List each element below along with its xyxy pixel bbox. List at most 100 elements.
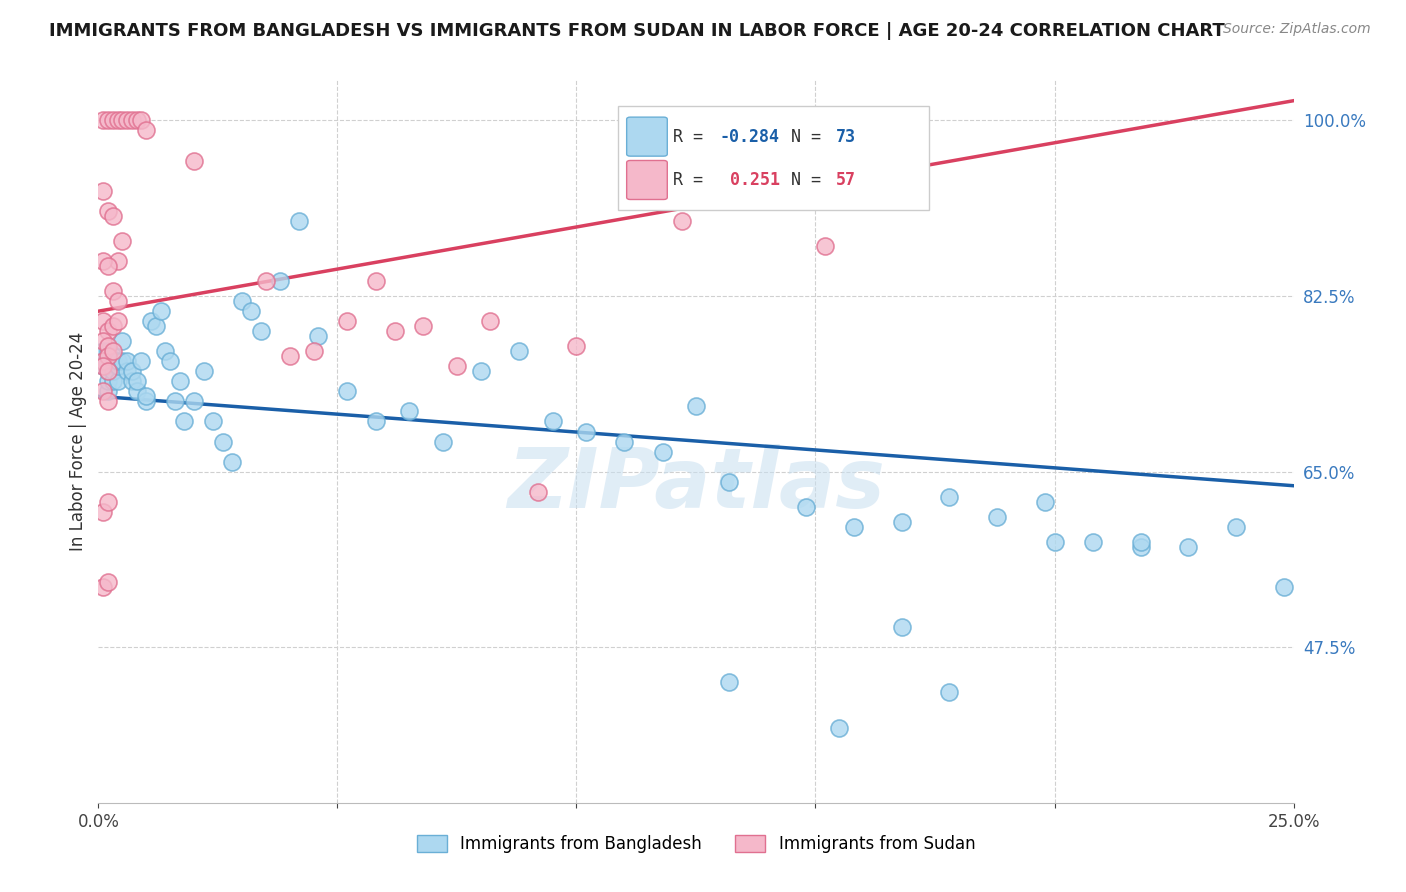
Point bbox=[890, 620, 912, 634]
Point bbox=[814, 239, 837, 253]
Point bbox=[159, 354, 181, 368]
Point bbox=[107, 354, 129, 368]
Point bbox=[91, 113, 114, 128]
Point bbox=[842, 520, 865, 534]
Point bbox=[938, 685, 960, 699]
Point bbox=[131, 354, 153, 368]
Point bbox=[173, 414, 195, 428]
Point bbox=[508, 344, 530, 359]
Point bbox=[101, 319, 124, 334]
Point bbox=[565, 339, 588, 353]
Point bbox=[97, 574, 120, 589]
Point bbox=[91, 580, 114, 594]
Point bbox=[91, 314, 114, 328]
Point bbox=[541, 414, 564, 428]
FancyBboxPatch shape bbox=[627, 161, 668, 200]
Point bbox=[107, 314, 129, 328]
Point bbox=[131, 113, 153, 128]
Point bbox=[671, 213, 693, 227]
Point bbox=[107, 113, 129, 128]
Point bbox=[986, 509, 1008, 524]
Point bbox=[446, 359, 468, 374]
Point bbox=[135, 394, 157, 409]
Point bbox=[183, 153, 205, 168]
Point bbox=[336, 314, 359, 328]
Point bbox=[107, 253, 129, 268]
Point bbox=[101, 113, 124, 128]
Point bbox=[91, 359, 114, 374]
Point bbox=[101, 209, 124, 223]
Point bbox=[97, 394, 120, 409]
Point bbox=[828, 721, 851, 735]
Point bbox=[231, 293, 253, 308]
Point bbox=[125, 384, 148, 399]
Point bbox=[97, 324, 120, 338]
FancyBboxPatch shape bbox=[627, 117, 668, 156]
Point bbox=[163, 394, 186, 409]
Point bbox=[432, 434, 454, 449]
Point bbox=[221, 454, 243, 469]
Point bbox=[91, 344, 114, 359]
Point bbox=[139, 314, 162, 328]
Point bbox=[169, 375, 191, 389]
Point bbox=[101, 344, 124, 359]
Point bbox=[111, 354, 134, 368]
Point bbox=[107, 293, 129, 308]
Text: N =: N = bbox=[772, 171, 831, 189]
Point bbox=[288, 213, 311, 227]
Point bbox=[685, 400, 707, 414]
Point bbox=[101, 354, 124, 368]
Point bbox=[651, 444, 673, 458]
Point bbox=[115, 113, 138, 128]
Point bbox=[97, 203, 120, 218]
Point bbox=[107, 375, 129, 389]
Point bbox=[91, 184, 114, 198]
Point bbox=[97, 364, 120, 378]
Point bbox=[202, 414, 225, 428]
Point bbox=[613, 434, 636, 449]
Point bbox=[1225, 520, 1247, 534]
Point bbox=[107, 359, 129, 374]
Point bbox=[278, 349, 301, 363]
Point bbox=[155, 344, 177, 359]
Point bbox=[1272, 580, 1295, 594]
Point bbox=[1033, 494, 1056, 508]
Point bbox=[121, 113, 143, 128]
Point bbox=[91, 354, 114, 368]
Point bbox=[527, 484, 550, 499]
Text: R =: R = bbox=[673, 128, 713, 145]
Point bbox=[269, 274, 291, 288]
Point bbox=[302, 344, 325, 359]
Point bbox=[121, 375, 143, 389]
Point bbox=[101, 364, 124, 378]
Text: N =: N = bbox=[772, 128, 831, 145]
Point bbox=[97, 349, 120, 363]
Point bbox=[97, 384, 120, 399]
Point bbox=[794, 500, 817, 514]
Point bbox=[1129, 535, 1152, 549]
Point bbox=[575, 425, 598, 439]
FancyBboxPatch shape bbox=[619, 105, 929, 211]
Text: IMMIGRANTS FROM BANGLADESH VS IMMIGRANTS FROM SUDAN IN LABOR FORCE | AGE 20-24 C: IMMIGRANTS FROM BANGLADESH VS IMMIGRANTS… bbox=[49, 22, 1225, 40]
Legend: Immigrants from Bangladesh, Immigrants from Sudan: Immigrants from Bangladesh, Immigrants f… bbox=[411, 828, 981, 860]
Point bbox=[211, 434, 233, 449]
Point bbox=[145, 319, 167, 334]
Point bbox=[111, 234, 134, 248]
Point bbox=[250, 324, 273, 338]
Point bbox=[398, 404, 420, 418]
Point bbox=[111, 334, 134, 348]
Point bbox=[125, 375, 148, 389]
Text: 0.251: 0.251 bbox=[720, 171, 780, 189]
Point bbox=[115, 354, 138, 368]
Text: 73: 73 bbox=[835, 128, 856, 145]
Point bbox=[125, 113, 148, 128]
Point bbox=[1177, 540, 1199, 554]
Text: 57: 57 bbox=[835, 171, 856, 189]
Point bbox=[91, 505, 114, 519]
Point bbox=[91, 253, 114, 268]
Point bbox=[240, 304, 263, 318]
Point bbox=[384, 324, 406, 338]
Point bbox=[121, 364, 143, 378]
Point bbox=[97, 364, 120, 378]
Point bbox=[254, 274, 277, 288]
